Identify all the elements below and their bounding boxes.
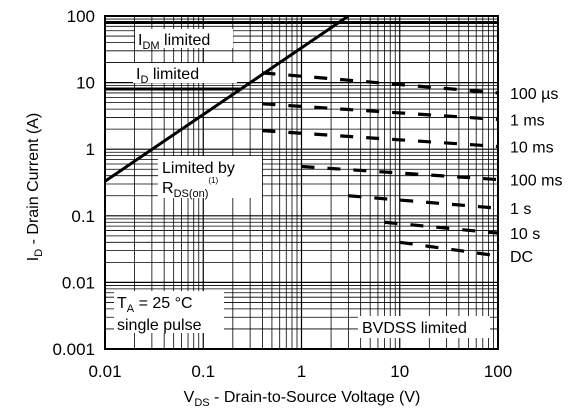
- curve-label: 100 ms: [510, 173, 562, 190]
- svg-text:IDM limited: IDM limited: [138, 32, 210, 52]
- curve-label: 10 ms: [510, 139, 554, 156]
- svg-text:RDS(on)(1): RDS(on)(1): [162, 176, 219, 200]
- pulse-curve-4: [301, 164, 499, 182]
- curve-label: 1 s: [510, 201, 531, 218]
- plot-frame: [104, 15, 499, 350]
- boundary-lines: [104, 14, 498, 183]
- pulse-curve-5: [348, 194, 499, 210]
- y-tick-label: 1: [86, 140, 95, 159]
- y-tick-label: 0.001: [52, 340, 95, 359]
- x-tick-label: 10: [390, 362, 409, 381]
- y-tick-label: 0.01: [62, 273, 95, 292]
- x-tick-label: 100: [484, 362, 512, 381]
- curve-label: DC: [510, 249, 533, 266]
- x-tick-label: 0.1: [191, 362, 215, 381]
- bvdss-limited-annotation: BVDSS limited: [358, 316, 490, 338]
- curve-label: 10 s: [510, 226, 540, 243]
- pulse-curve-6: [384, 220, 499, 235]
- id-limited-annotation: ID limited: [133, 63, 237, 86]
- curve-label: 1 ms: [510, 112, 545, 129]
- x-tick-labels: 0.01 0.1 1 10 100: [88, 362, 512, 381]
- pulse-curve-7: [399, 240, 499, 258]
- pulse-curve-3: [262, 129, 499, 149]
- x-tick-label: 1: [297, 362, 306, 381]
- pulse-curves: [262, 71, 499, 258]
- temperature-annotation: TA = 25 °C single pulse: [114, 291, 224, 334]
- rds-on-limit-line: [104, 14, 350, 183]
- y-axis-title: ID - Drain Current (A): [25, 113, 45, 261]
- curve-label: 100 µs: [510, 86, 558, 103]
- svg-text:Limited by: Limited by: [162, 160, 235, 177]
- x-tick-label: 0.01: [88, 362, 121, 381]
- curve-labels: 100 µs 1 ms 10 ms 100 ms 1 s 10 s DC: [510, 86, 562, 266]
- svg-text:TA = 25 °C: TA = 25 °C: [117, 295, 193, 315]
- idm-limited-annotation: IDM limited: [135, 29, 233, 52]
- svg-text:single pulse: single pulse: [117, 317, 202, 334]
- y-tick-labels: 0.001 0.01 0.1 1 10 100: [52, 7, 95, 359]
- y-tick-label: 100: [67, 7, 95, 26]
- y-tick-label: 10: [76, 74, 95, 93]
- svg-text:ID limited: ID limited: [136, 66, 199, 86]
- rds-on-annotation: Limited by RDS(on)(1): [158, 156, 262, 200]
- svg-text:BVDSS limited: BVDSS limited: [362, 320, 467, 337]
- y-tick-label: 0.1: [71, 207, 95, 226]
- x-axis-title: VDS - Drain-to-Source Voltage (V): [184, 389, 421, 409]
